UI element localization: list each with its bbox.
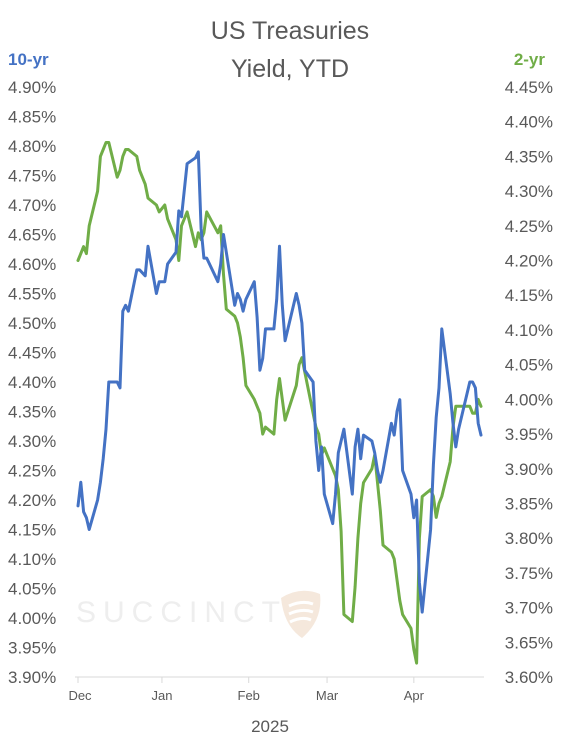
right-tick-label: 3.95%: [505, 425, 553, 444]
left-tick-label: 4.05%: [8, 580, 56, 599]
left-axis-ticks: 3.90% 3.95% 4.00% 4.05% 4.10% 4.15% 4.20% 4.25%…: [8, 78, 56, 687]
right-axis-title: 2-yr: [514, 50, 546, 69]
left-tick-label: 4.30%: [8, 432, 56, 451]
right-tick-label: 4.15%: [505, 286, 553, 305]
x-axis-ticks: Dec Jan Feb Mar Apr: [68, 677, 425, 703]
right-tick-label: 4.40%: [505, 113, 553, 132]
left-tick-label: 4.75%: [8, 167, 56, 186]
watermark: SUCCINCT: [76, 590, 321, 638]
left-tick-label: 4.80%: [8, 137, 56, 156]
right-tick-label: 4.25%: [505, 217, 553, 236]
chart-title-line-1: US Treasuries: [211, 17, 369, 45]
x-tick-label: Feb: [238, 688, 260, 703]
right-tick-label: 4.35%: [505, 147, 553, 166]
left-tick-label: 3.95%: [8, 639, 56, 658]
left-axis-title: 10-yr: [8, 50, 49, 69]
chart-title-line-2: Yield, YTD: [231, 55, 349, 83]
series-line-2-yr: [76, 141, 483, 665]
right-tick-label: 3.70%: [505, 599, 553, 618]
left-tick-label: 4.35%: [8, 403, 56, 422]
right-tick-label: 3.75%: [505, 564, 553, 583]
x-tick-label: Mar: [316, 688, 339, 703]
series-line-10-yr: [76, 150, 483, 614]
right-axis-ticks: 3.60% 3.65% 3.70% 3.75% 3.80% 3.85% 3.90% 3.95%…: [505, 78, 553, 687]
right-tick-label: 3.60%: [505, 668, 553, 687]
right-tick-label: 4.05%: [505, 356, 553, 375]
watermark-text: SUCCINCT: [76, 596, 287, 629]
left-tick-label: 4.55%: [8, 285, 56, 304]
left-tick-label: 4.10%: [8, 550, 56, 569]
left-tick-label: 4.85%: [8, 108, 56, 127]
right-tick-label: 3.65%: [505, 633, 553, 652]
series-layer: [76, 141, 483, 665]
left-tick-label: 4.50%: [8, 314, 56, 333]
right-tick-label: 3.85%: [505, 494, 553, 513]
right-tick-label: 3.90%: [505, 460, 553, 479]
right-tick-label: 4.45%: [505, 78, 553, 97]
x-tick-label: Apr: [404, 688, 425, 703]
left-tick-label: 4.40%: [8, 373, 56, 392]
right-tick-label: 4.20%: [505, 252, 553, 271]
left-tick-label: 4.70%: [8, 196, 56, 215]
left-tick-label: 4.60%: [8, 255, 56, 274]
right-tick-label: 4.30%: [505, 182, 553, 201]
left-tick-label: 4.45%: [8, 344, 56, 363]
watermark-logo-icon: [281, 590, 321, 638]
right-tick-label: 3.80%: [505, 529, 553, 548]
left-tick-label: 4.00%: [8, 609, 56, 628]
left-tick-label: 4.25%: [8, 462, 56, 481]
x-tick-label: Dec: [68, 688, 92, 703]
right-tick-label: 4.00%: [505, 390, 553, 409]
x-tick-label: Jan: [151, 688, 172, 703]
left-tick-label: 4.20%: [8, 491, 56, 510]
left-tick-label: 4.90%: [8, 78, 56, 97]
left-tick-label: 4.15%: [8, 521, 56, 540]
left-tick-label: 3.90%: [8, 668, 56, 687]
left-tick-label: 4.65%: [8, 226, 56, 245]
right-tick-label: 4.10%: [505, 321, 553, 340]
x-axis-label: 2025: [251, 717, 289, 736]
